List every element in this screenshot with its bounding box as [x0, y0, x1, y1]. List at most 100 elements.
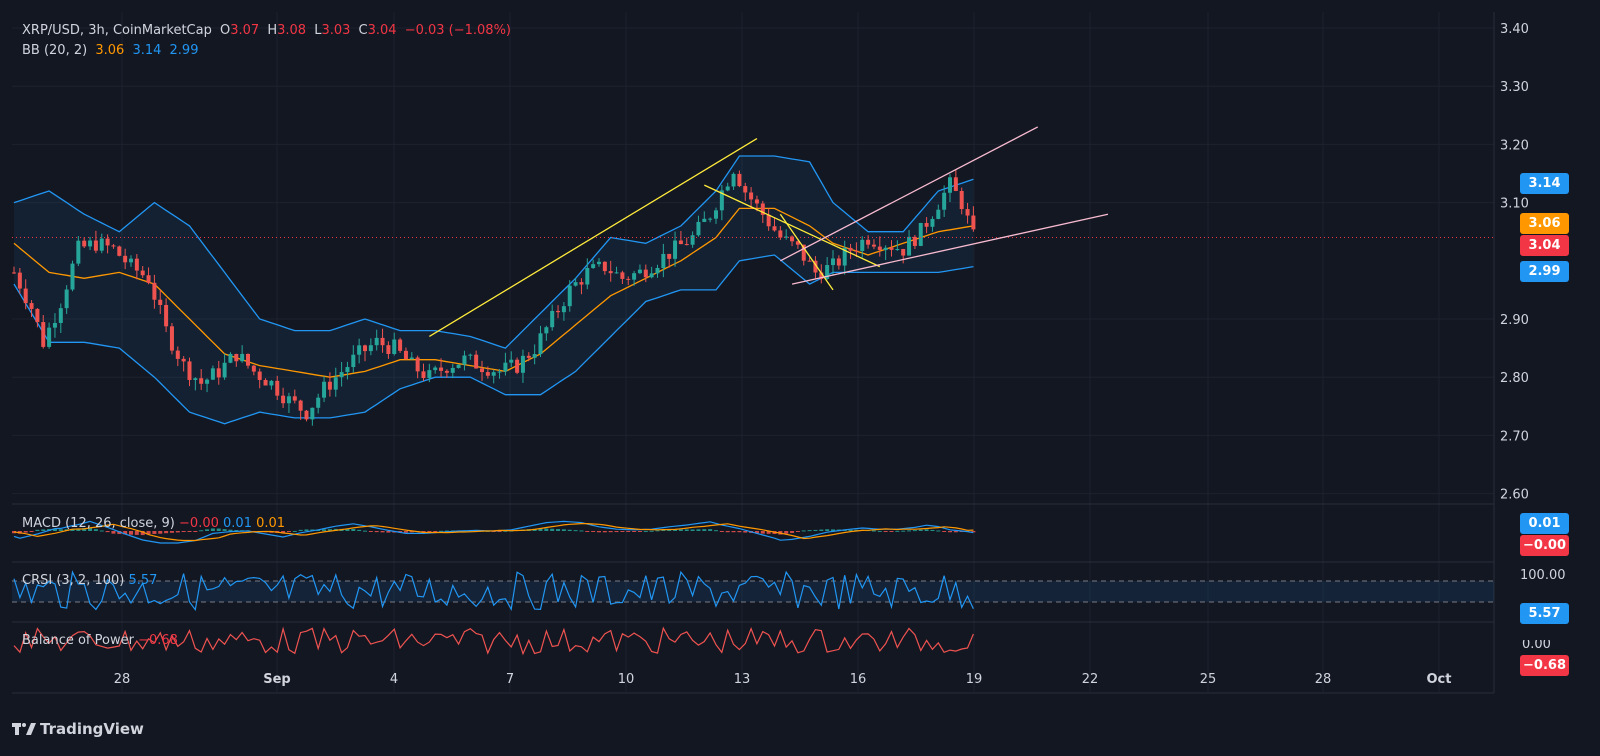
bop-badge: −0.68 [1520, 655, 1569, 676]
high-value: 3.08 [277, 23, 307, 38]
macd-histogram-bar [667, 529, 672, 531]
candle-body [310, 407, 315, 420]
macd-histogram-bar [222, 529, 227, 531]
candle-body [766, 214, 771, 227]
macd-histogram-bar [503, 530, 508, 532]
macd-histogram-bar [35, 529, 40, 531]
candle-body [152, 282, 157, 300]
candle-body [936, 209, 941, 219]
macd-label: MACD (12, 26, close, 9) [22, 516, 175, 531]
candle-body [333, 377, 338, 390]
x-tick-label: 4 [390, 672, 398, 687]
bb-legend[interactable]: BB (20, 2) 3.06 3.14 2.99 [22, 43, 202, 58]
bop-line [13, 626, 974, 656]
brand-name: TradingView [40, 720, 144, 738]
macd-histogram-bar [234, 530, 239, 532]
macd-histogram-bar [76, 528, 81, 531]
macd-histogram-bar [637, 531, 642, 532]
macd-histogram-bar [766, 531, 771, 534]
candle-body [515, 359, 520, 373]
candle-body [883, 247, 888, 251]
macd-histogram-bar [918, 529, 923, 531]
candle-body [187, 361, 192, 380]
macd-histogram-bar [579, 530, 584, 532]
candle-body [831, 258, 835, 266]
candle-body [450, 367, 455, 373]
symbol-legend[interactable]: XRP/USD, 3h, CoinMarketCap O3.07 H3.08 L… [22, 23, 515, 38]
change-value: −0.03 (−1.08%) [404, 23, 512, 38]
macd-hist-value: −0.00 [179, 516, 219, 531]
candle-body [105, 238, 110, 246]
candle-body [930, 218, 935, 227]
macd-histogram-bar [831, 529, 835, 531]
candle-body [819, 272, 824, 279]
macd-histogram-bar [737, 531, 742, 533]
candle-body [298, 400, 303, 411]
macd-histogram-bar [883, 531, 888, 532]
candle-body [351, 354, 356, 368]
candle-body [924, 222, 929, 227]
macd-histogram-bar [351, 528, 356, 531]
macd-histogram-bar [930, 529, 935, 531]
candle-body [205, 379, 210, 384]
candle-body [655, 267, 660, 274]
macd-histogram-bar [497, 531, 502, 532]
candle-body [286, 396, 291, 404]
candle-body [836, 258, 841, 266]
macd-histogram-bar [901, 530, 906, 532]
macd-histogram-bar [439, 530, 444, 532]
candle-body [140, 270, 145, 276]
open-value: 3.07 [230, 23, 260, 38]
macd-histogram-bar [690, 529, 695, 531]
macd-histogram-bar [368, 531, 373, 532]
macd-histogram-bar [58, 529, 63, 531]
bb-upper-value: 3.14 [132, 43, 162, 58]
macd-histogram-bar [626, 531, 631, 532]
tradingview-brand[interactable]: TradingView [12, 720, 144, 738]
candle-body [409, 357, 414, 360]
macd-histogram-bar [357, 529, 362, 531]
open-label: O [219, 23, 231, 38]
candle-body [304, 410, 309, 420]
candle-body [257, 371, 262, 380]
y-tick-label: 2.80 [1500, 371, 1529, 386]
macd-histogram-bar [825, 529, 830, 531]
macd-histogram-bar [421, 531, 426, 532]
crsi-value: 5.57 [128, 573, 158, 588]
macd-histogram-bar [561, 529, 566, 531]
candle-body [433, 367, 438, 371]
candle-body [673, 240, 678, 259]
bop-value: −0.68 [138, 633, 178, 648]
candle-body [661, 253, 666, 268]
macd-histogram-bar [228, 529, 233, 531]
x-tick-label: 19 [966, 672, 983, 687]
macd-legend[interactable]: MACD (12, 26, close, 9) −0.00 0.01 0.01 [22, 516, 285, 531]
crsi-legend[interactable]: CRSI (3, 2, 100) 5.57 [22, 573, 157, 588]
macd-signal-value: 0.01 [256, 516, 286, 531]
candle-body [316, 397, 321, 408]
x-tick-label: Oct [1427, 672, 1452, 687]
candle-body [111, 245, 116, 247]
macd-histogram-bar [871, 530, 876, 532]
y-tick-label: 3.10 [1500, 197, 1529, 212]
macd-pane [12, 520, 976, 544]
candle-body [181, 358, 186, 362]
candle-body [614, 272, 619, 274]
bop-legend[interactable]: Balance of Power −0.68 [22, 633, 178, 648]
macd-histogram-bar [41, 529, 46, 531]
candle-body [907, 236, 912, 256]
y-tick-label: 3.40 [1500, 22, 1529, 37]
candle-body [35, 308, 40, 323]
trendlines[interactable] [429, 126, 1109, 338]
candle-body [327, 381, 332, 390]
candle-body [918, 222, 923, 246]
candle-body [556, 310, 561, 313]
candle-body [169, 326, 174, 351]
candle-body [421, 371, 426, 378]
candle-body [234, 353, 239, 362]
macd-histogram-bar [298, 529, 303, 531]
candle-body [456, 364, 461, 368]
candle-body [76, 240, 81, 264]
